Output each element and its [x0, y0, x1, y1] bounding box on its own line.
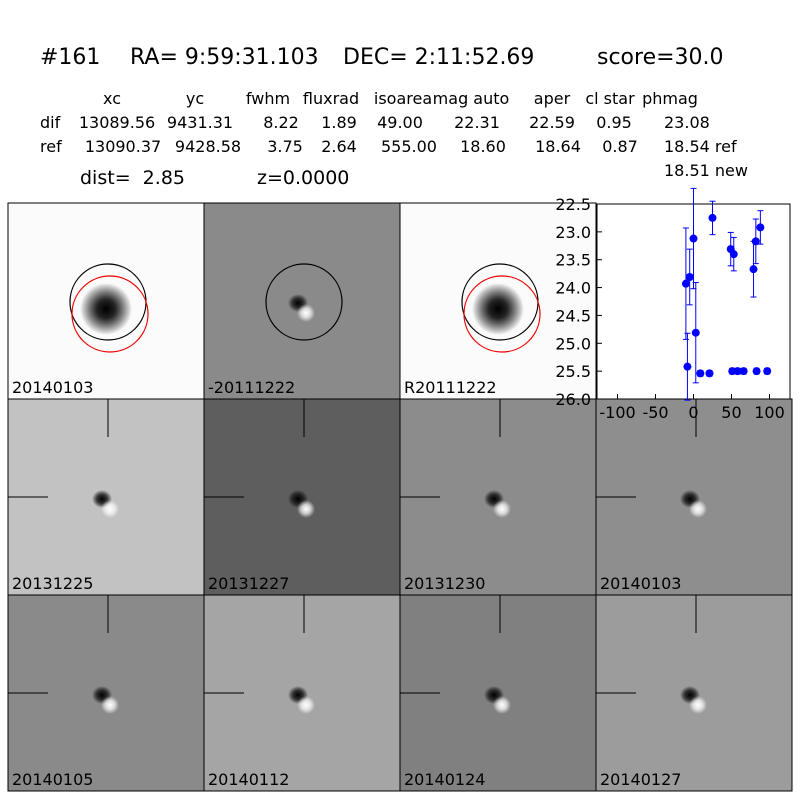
- table-cell: 0.87: [602, 137, 638, 156]
- point: [751, 237, 760, 246]
- table-cell: 49.00: [377, 113, 423, 132]
- column-header: cl star: [585, 89, 635, 108]
- lightcurve: 22.5 23.0 23.5 24.0 24.5 25.0 25.5 26.0 -100 -50 0…: [555, 187, 791, 422]
- source-pos: [101, 696, 119, 714]
- point: [729, 250, 738, 259]
- source: [80, 283, 132, 335]
- y-tick-label: 22.5: [555, 195, 591, 214]
- row-label: ref: [40, 137, 62, 156]
- x-tick-label: 50: [721, 403, 741, 422]
- source-pos: [689, 500, 707, 518]
- table-cell: 18.54 ref: [664, 137, 737, 156]
- stamp-label: 20140112: [208, 770, 289, 789]
- row-label: dif: [40, 113, 61, 132]
- y-tick-label: 25.0: [555, 334, 591, 353]
- source-pos: [297, 304, 315, 322]
- aperture-ref: [463, 275, 541, 353]
- column-header: phmag: [642, 89, 698, 108]
- point: [756, 223, 765, 232]
- x-tick-label: -100: [599, 403, 635, 422]
- dist: dist= 2.85: [80, 167, 185, 189]
- point: [683, 362, 692, 371]
- source-pos: [297, 500, 315, 518]
- table-cell: 9428.58: [175, 137, 241, 156]
- table-cell: 18.60: [460, 137, 506, 156]
- table-cell: 3.75: [267, 137, 303, 156]
- dec: DEC= 2:11:52.69: [343, 45, 534, 70]
- column-header: fluxrad: [303, 89, 359, 108]
- column-header: mag auto: [433, 89, 510, 108]
- source-pos: [493, 696, 511, 714]
- x-tick-label: 100: [754, 403, 785, 422]
- table-cell: 13090.37: [85, 137, 161, 156]
- y-tick-label: 23.0: [555, 223, 591, 242]
- ra: RA= 9:59:31.103: [130, 45, 319, 70]
- source-pos: [101, 500, 119, 518]
- y-tick-label: 26.0: [555, 390, 591, 409]
- stamp-label: 20131230: [404, 574, 485, 593]
- stamp-label: 20140127: [600, 770, 681, 789]
- table-cell: 13089.56: [79, 113, 155, 132]
- stamp-label: 20140103: [600, 574, 681, 593]
- y-tick-label: 24.5: [555, 306, 591, 325]
- table-cell: 18.64: [535, 137, 581, 156]
- point: [691, 328, 700, 337]
- y-tick-label: 23.5: [555, 251, 591, 270]
- stamp-label: R20111222: [404, 378, 497, 397]
- stamp-grid: 20140103 -20111222 R20111222 20131225 201312…: [7, 202, 793, 792]
- x-tick-label: -50: [642, 403, 668, 422]
- point: [681, 279, 690, 288]
- point: [708, 213, 717, 222]
- point: [685, 272, 694, 281]
- table-cell: 8.22: [263, 113, 299, 132]
- stamp-label: 20140105: [12, 770, 93, 789]
- table-cell: 555.00: [381, 137, 437, 156]
- point: [696, 369, 705, 378]
- point: [689, 234, 698, 243]
- point: [739, 367, 748, 376]
- aperture-ref: [71, 275, 149, 353]
- stamp-label: 20140124: [404, 770, 485, 789]
- table-cell: 1.89: [321, 113, 357, 132]
- stamp-label: 20140103: [12, 378, 93, 397]
- source-pos: [493, 500, 511, 518]
- table-cell: 22.31: [454, 113, 500, 132]
- point: [749, 265, 758, 274]
- phmag-new: 18.51 new: [664, 161, 748, 180]
- column-header: fwhm: [246, 89, 290, 108]
- source-pos: [689, 696, 707, 714]
- table-cell: 0.95: [596, 113, 632, 132]
- x-tick-label: 0: [688, 403, 698, 422]
- redshift: z=0.0000: [257, 167, 349, 189]
- aperture: [265, 263, 343, 341]
- point: [752, 367, 761, 376]
- score: score=30.0: [597, 45, 724, 70]
- cand-id: #161: [40, 45, 100, 70]
- table-cell: 2.64: [321, 137, 357, 156]
- point: [733, 367, 742, 376]
- column-header: yc: [186, 89, 204, 108]
- table-cell: 23.08: [664, 113, 710, 132]
- source: [472, 283, 524, 335]
- column-header: xc: [103, 89, 121, 108]
- table-cell: 22.59: [529, 113, 575, 132]
- point: [763, 367, 772, 376]
- y-tick-label: 24.0: [555, 279, 591, 298]
- stamp-label: -20111222: [208, 378, 295, 397]
- point: [705, 369, 714, 378]
- table-cell: 9431.31: [167, 113, 233, 132]
- stamp-label: 20131225: [12, 574, 93, 593]
- column-header: isoarea: [374, 89, 432, 108]
- stamp-label: 20131227: [208, 574, 289, 593]
- y-tick-label: 25.5: [555, 362, 591, 381]
- source-pos: [297, 696, 315, 714]
- column-header: aper: [534, 89, 571, 108]
